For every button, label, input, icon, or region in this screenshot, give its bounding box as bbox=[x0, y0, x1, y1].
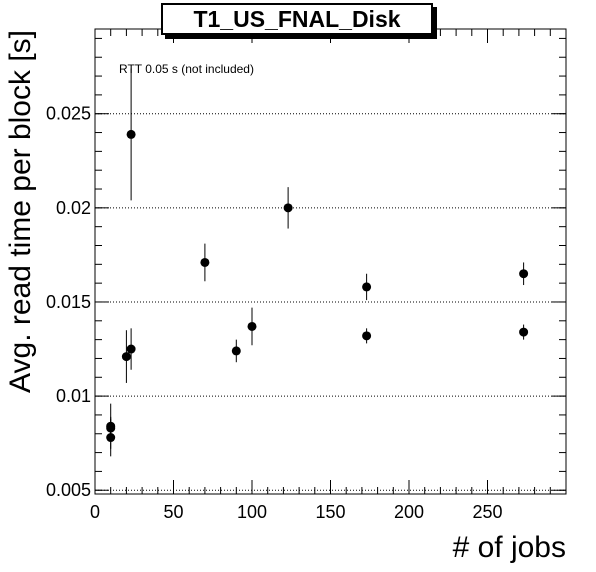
data-point bbox=[126, 344, 136, 354]
y-tick-label: 0.005 bbox=[46, 480, 91, 500]
data-point bbox=[283, 203, 293, 213]
y-tick-label: 0.01 bbox=[56, 386, 91, 406]
x-tick-label: 250 bbox=[472, 502, 502, 522]
tick-labels: 0.005 0.01 0.015 0.02 0.025 0 50 100 150 200 250 bbox=[46, 104, 503, 522]
data-point bbox=[126, 129, 136, 139]
plot-frame bbox=[94, 28, 567, 495]
y-axis-title: Avg. read time per block [s] bbox=[4, 30, 37, 393]
x-tick-label: 50 bbox=[163, 502, 183, 522]
chart-title: T1_US_FNAL_Disk bbox=[161, 3, 433, 35]
data-point bbox=[106, 433, 116, 443]
y-tick-label: 0.015 bbox=[46, 292, 91, 312]
data-point bbox=[200, 257, 210, 267]
data-point bbox=[106, 423, 116, 433]
axis-ticks bbox=[94, 29, 567, 494]
data-point bbox=[231, 346, 241, 356]
data-point bbox=[519, 327, 529, 337]
data-point bbox=[519, 269, 529, 279]
data-point bbox=[121, 352, 131, 362]
x-tick-label: 150 bbox=[315, 502, 345, 522]
grid-lines bbox=[95, 113, 566, 491]
data-point bbox=[247, 321, 257, 331]
error-bars bbox=[110, 68, 525, 457]
x-tick-label: 100 bbox=[237, 502, 267, 522]
x-tick-label: 0 bbox=[90, 502, 100, 522]
y-tick-label: 0.02 bbox=[56, 198, 91, 218]
data-point bbox=[362, 282, 372, 292]
data-points bbox=[106, 129, 529, 443]
y-tick-label: 0.025 bbox=[46, 104, 91, 124]
x-axis-title: # of jobs bbox=[453, 531, 566, 564]
x-tick-label: 200 bbox=[394, 502, 424, 522]
annotation-text: RTT 0.05 s (not included) bbox=[119, 62, 254, 76]
data-point bbox=[362, 331, 372, 341]
